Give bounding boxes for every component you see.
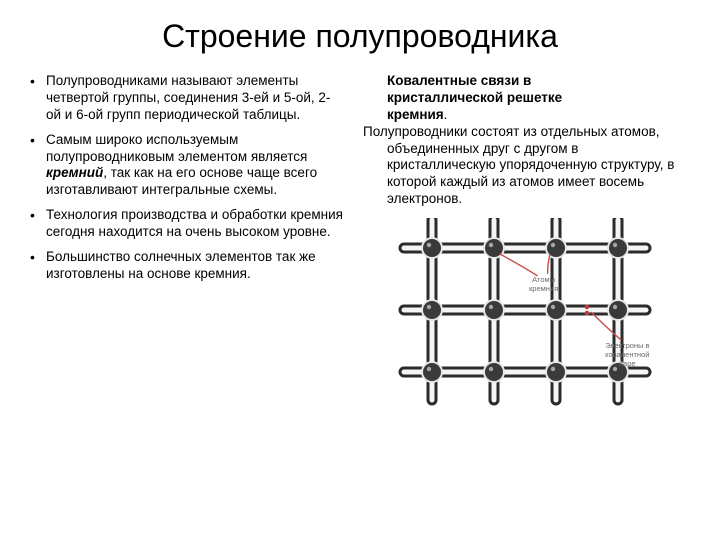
right-heading-line: кремния.	[363, 107, 690, 124]
right-heading-line: кристаллической решетке	[363, 90, 690, 107]
svg-text:Электроны в: Электроны в	[605, 341, 649, 350]
bullet-list: Полупроводниками называют элементы четве…	[30, 73, 345, 283]
list-item: Самым широко используемым полупроводнико…	[30, 132, 345, 200]
right-column: Ковалентные связи в кристаллической реше…	[363, 73, 690, 428]
svg-text:Атомы: Атомы	[532, 275, 555, 284]
list-item: Полупроводниками называют элементы четве…	[30, 73, 345, 124]
lattice-diagram: Атомыкремния Электроны вковалентнойпаре	[392, 218, 662, 428]
li-bold: кремний	[46, 165, 103, 180]
svg-text:ковалентной: ковалентной	[605, 350, 649, 359]
content-columns: Полупроводниками называют элементы четве…	[30, 73, 690, 428]
left-column: Полупроводниками называют элементы четве…	[30, 73, 345, 428]
list-item: Технология производства и обработки крем…	[30, 207, 345, 241]
svg-text:кремния: кремния	[529, 284, 558, 293]
li-prefix: Самым широко используемым полупроводнико…	[46, 132, 307, 164]
svg-text:паре: паре	[619, 359, 636, 368]
list-item: Большинство солнечных элементов так же и…	[30, 249, 345, 283]
right-body-text: Полупроводники состоят из отдельных атом…	[363, 124, 690, 208]
page-title: Строение полупроводника	[30, 18, 690, 55]
lattice-diagram-wrap: Атомыкремния Электроны вковалентнойпаре	[363, 218, 690, 428]
right-heading-line: Ковалентные связи в	[363, 73, 690, 90]
